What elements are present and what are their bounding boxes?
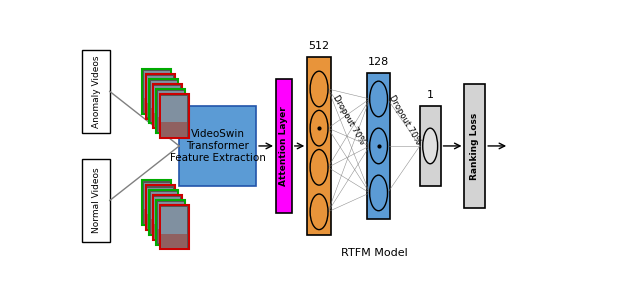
- FancyBboxPatch shape: [151, 81, 177, 108]
- FancyBboxPatch shape: [147, 76, 173, 103]
- FancyBboxPatch shape: [276, 79, 292, 213]
- FancyBboxPatch shape: [156, 200, 185, 244]
- Text: RTFM Model: RTFM Model: [340, 248, 407, 258]
- FancyBboxPatch shape: [150, 190, 178, 235]
- Text: VideoSwin
Transformer
Feature Extraction: VideoSwin Transformer Feature Extraction: [170, 129, 266, 162]
- FancyBboxPatch shape: [158, 229, 184, 243]
- FancyBboxPatch shape: [147, 188, 173, 214]
- Text: Ranking Loss: Ranking Loss: [470, 112, 479, 179]
- Text: Anomaly Videos: Anomaly Videos: [92, 55, 100, 128]
- FancyBboxPatch shape: [144, 98, 170, 113]
- FancyBboxPatch shape: [160, 205, 189, 249]
- FancyBboxPatch shape: [150, 79, 178, 123]
- FancyBboxPatch shape: [147, 103, 173, 117]
- Ellipse shape: [310, 110, 328, 146]
- Text: Normal Videos: Normal Videos: [92, 168, 100, 233]
- Ellipse shape: [310, 194, 328, 230]
- FancyBboxPatch shape: [146, 185, 175, 230]
- FancyBboxPatch shape: [153, 195, 182, 240]
- FancyBboxPatch shape: [367, 73, 390, 219]
- FancyBboxPatch shape: [147, 214, 173, 229]
- FancyBboxPatch shape: [158, 202, 184, 229]
- Text: 512: 512: [308, 41, 330, 51]
- FancyBboxPatch shape: [158, 91, 184, 118]
- FancyBboxPatch shape: [146, 74, 175, 118]
- Ellipse shape: [423, 128, 438, 164]
- FancyBboxPatch shape: [153, 84, 182, 128]
- FancyBboxPatch shape: [154, 224, 180, 238]
- FancyBboxPatch shape: [179, 106, 256, 186]
- Text: Dropout 70%: Dropout 70%: [331, 93, 367, 145]
- FancyBboxPatch shape: [161, 122, 187, 137]
- FancyBboxPatch shape: [158, 117, 184, 132]
- Text: Dropout 70%: Dropout 70%: [387, 93, 423, 145]
- FancyBboxPatch shape: [154, 197, 180, 224]
- FancyBboxPatch shape: [144, 183, 170, 209]
- FancyBboxPatch shape: [154, 86, 180, 113]
- FancyBboxPatch shape: [154, 112, 180, 127]
- FancyBboxPatch shape: [307, 57, 331, 235]
- FancyBboxPatch shape: [161, 234, 187, 248]
- Ellipse shape: [370, 128, 388, 164]
- Text: 128: 128: [368, 57, 389, 67]
- FancyBboxPatch shape: [83, 159, 110, 242]
- Ellipse shape: [310, 71, 328, 107]
- Text: Attention Layer: Attention Layer: [279, 106, 289, 186]
- FancyBboxPatch shape: [143, 69, 172, 114]
- FancyBboxPatch shape: [161, 96, 187, 123]
- Ellipse shape: [310, 149, 328, 185]
- FancyBboxPatch shape: [144, 209, 170, 224]
- FancyBboxPatch shape: [151, 192, 177, 219]
- Ellipse shape: [370, 175, 388, 211]
- FancyBboxPatch shape: [156, 89, 185, 133]
- FancyBboxPatch shape: [144, 71, 170, 98]
- FancyBboxPatch shape: [160, 94, 189, 138]
- FancyBboxPatch shape: [151, 108, 177, 122]
- FancyBboxPatch shape: [143, 180, 172, 225]
- FancyBboxPatch shape: [465, 84, 485, 208]
- Text: 1: 1: [427, 90, 434, 100]
- FancyBboxPatch shape: [151, 219, 177, 234]
- FancyBboxPatch shape: [83, 50, 110, 133]
- Ellipse shape: [370, 81, 388, 117]
- FancyBboxPatch shape: [161, 207, 187, 234]
- FancyBboxPatch shape: [420, 106, 440, 186]
